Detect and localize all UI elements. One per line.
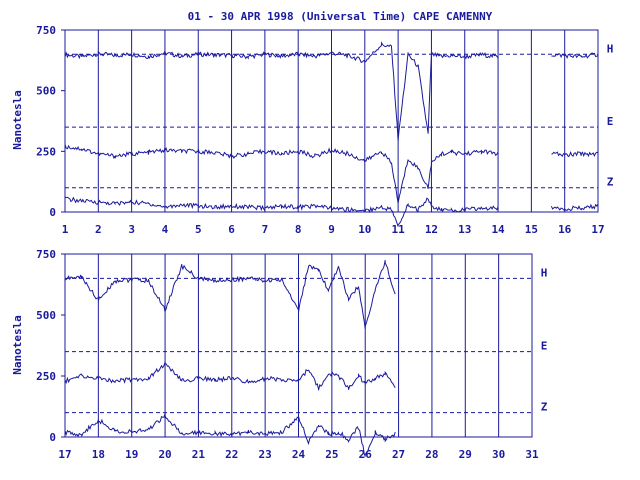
x-tick-label-12: 12 <box>425 223 438 236</box>
x-tick-label-18: 18 <box>92 448 105 461</box>
plot-frame <box>64 29 599 213</box>
y-tick-label-500: 500 <box>36 309 56 322</box>
plot-frame <box>64 253 533 438</box>
x-tick-label-19: 19 <box>125 448 138 461</box>
x-tick-label-13: 13 <box>458 223 471 236</box>
x-tick-label-14: 14 <box>491 223 505 236</box>
series-trace-E <box>64 361 396 391</box>
series-trace-H <box>64 260 396 329</box>
y-tick-label-0: 0 <box>49 431 56 444</box>
series-trace-E <box>64 144 599 204</box>
x-tick-label-3: 3 <box>128 223 135 236</box>
x-tick-label-22: 22 <box>225 448 238 461</box>
chart-title: 01 - 30 APR 1998 (Universal Time) CAPE C… <box>188 10 493 23</box>
x-tick-label-23: 23 <box>259 448 272 461</box>
x-tick-label-25: 25 <box>325 448 338 461</box>
x-tick-label-30: 30 <box>492 448 505 461</box>
series-trace-Z <box>64 196 599 227</box>
x-tick-label-17: 17 <box>591 223 604 236</box>
x-tick-label-29: 29 <box>459 448 472 461</box>
series-trace-H <box>64 41 599 141</box>
panel-bottom: 17 18 19 20 21 22 23 24 25 26 27 28 29 30 310250500750… <box>36 248 548 461</box>
x-tick-label-27: 27 <box>392 448 405 461</box>
component-label-Z: Z <box>541 401 548 414</box>
x-tick-label-6: 6 <box>228 223 235 236</box>
x-tick-label-1: 1 <box>62 223 69 236</box>
y-tick-label-250: 250 <box>36 145 56 158</box>
x-tick-label-17: 17 <box>58 448 71 461</box>
x-tick-label-5: 5 <box>195 223 202 236</box>
x-tick-label-16: 16 <box>558 223 572 236</box>
x-tick-label-24: 24 <box>292 448 306 461</box>
x-tick-label-20: 20 <box>158 448 171 461</box>
component-label-H: H <box>607 42 614 55</box>
x-tick-label-2: 2 <box>95 223 102 236</box>
y-axis-label-bottom: Nanotesla <box>11 315 24 375</box>
y-tick-label-750: 750 <box>36 24 56 37</box>
x-tick-label-31: 31 <box>525 448 539 461</box>
x-tick-label-11: 11 <box>392 223 406 236</box>
y-tick-label-500: 500 <box>36 85 56 98</box>
x-tick-label-21: 21 <box>192 448 206 461</box>
y-tick-label-250: 250 <box>36 370 56 383</box>
x-tick-label-10: 10 <box>358 223 371 236</box>
x-tick-label-7: 7 <box>262 223 269 236</box>
y-tick-label-0: 0 <box>49 206 56 219</box>
x-tick-label-4: 4 <box>162 223 169 236</box>
x-tick-label-8: 8 <box>295 223 302 236</box>
component-label-H: H <box>541 266 548 279</box>
y-axis-label-top: Nanotesla <box>11 90 24 150</box>
y-tick-label-750: 750 <box>36 248 56 261</box>
component-label-Z: Z <box>607 176 614 189</box>
series-trace-Z <box>64 413 396 457</box>
x-tick-label-28: 28 <box>425 448 438 461</box>
component-label-E: E <box>607 115 614 128</box>
x-tick-label-15: 15 <box>525 223 538 236</box>
component-label-E: E <box>541 340 548 353</box>
x-tick-label-9: 9 <box>328 223 335 236</box>
